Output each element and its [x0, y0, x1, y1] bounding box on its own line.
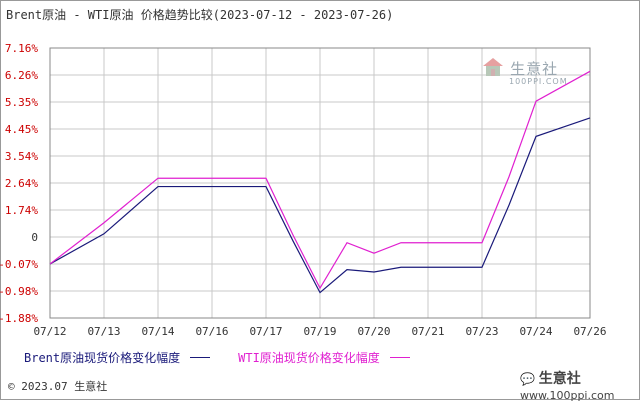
x-tick-label: 07/12	[33, 325, 66, 338]
y-tick-label: 2.64%	[5, 177, 38, 190]
y-axis: 7.16% 6.26% 5.35% 4.45% 3.54% 2.64% 1.74% 0 -0.0…	[0, 42, 38, 325]
house-icon	[483, 58, 503, 76]
y-tick-label: 1.74%	[5, 204, 38, 217]
source-badge: 💬 生意社 www.100ppi.com	[520, 368, 614, 402]
x-tick-label: 07/20	[357, 325, 390, 338]
x-tick-label: 07/19	[303, 325, 336, 338]
chart-title: Brent原油 - WTI原油 价格趋势比较(2023-07-12 - 2023…	[6, 8, 394, 22]
watermark-brand: 生意社	[510, 60, 559, 78]
legend: Brent原油现货价格变化幅度 WTI原油现货价格变化幅度	[24, 349, 438, 366]
series-line-wti	[49, 70, 591, 290]
y-tick-label: 0	[31, 231, 38, 244]
badge-site: www.100ppi.com	[520, 389, 615, 402]
series-line-brent	[49, 117, 591, 294]
copyright: © 2023.07 生意社	[8, 380, 108, 393]
x-tick-label: 07/14	[141, 325, 174, 338]
plot-area	[49, 47, 591, 319]
watermark-logo: 生意社 100PPI.COM	[481, 56, 568, 86]
legend-item-wti: WTI原油现货价格变化幅度	[238, 349, 410, 366]
watermark-site: 100PPI.COM	[509, 77, 568, 86]
y-tick-label: 7.16%	[5, 42, 38, 55]
x-tick-label: 07/26	[573, 325, 606, 338]
y-tick-label: -0.98%	[0, 285, 38, 298]
legend-label-wti: WTI原油现货价格变化幅度	[238, 351, 380, 365]
y-tick-label: -0.07%	[0, 258, 38, 271]
x-tick-label: 07/24	[519, 325, 552, 338]
legend-label-brent: Brent原油现货价格变化幅度	[24, 351, 181, 365]
legend-swatch-brent	[190, 357, 211, 358]
y-tick-label: 3.54%	[5, 150, 38, 163]
grid	[49, 47, 591, 319]
plot-border	[49, 47, 591, 319]
x-tick-label: 07/17	[249, 325, 282, 338]
badge-brand: 生意社	[538, 371, 581, 387]
wechat-icon: 💬	[520, 372, 535, 386]
legend-item-brent: Brent原油现货价格变化幅度	[24, 349, 211, 366]
series-group	[49, 70, 591, 294]
legend-swatch-wti	[389, 357, 410, 358]
y-tick-label: -1.88%	[0, 312, 38, 325]
x-axis: 07/12 07/13 07/14 07/16 07/17 07/19 07/20 07/21…	[33, 325, 606, 338]
y-tick-label: 4.45%	[5, 123, 38, 136]
x-tick-label: 07/23	[465, 325, 498, 338]
y-tick-label: 6.26%	[5, 69, 38, 82]
x-tick-label: 07/13	[87, 325, 120, 338]
x-tick-label: 07/16	[195, 325, 228, 338]
y-tick-label: 5.35%	[5, 96, 38, 109]
x-tick-label: 07/21	[411, 325, 444, 338]
